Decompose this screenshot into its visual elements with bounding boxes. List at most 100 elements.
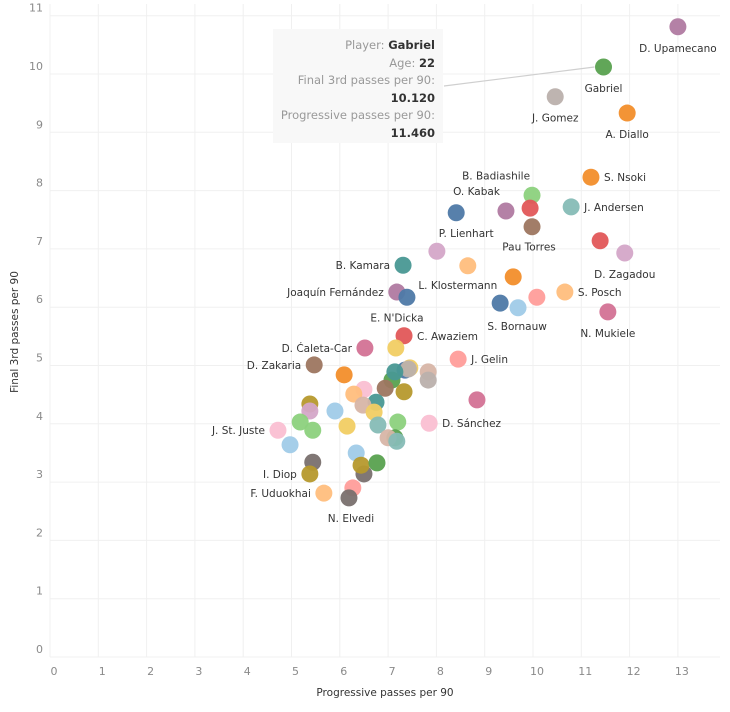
data-point-a-diallo[interactable] — [618, 104, 636, 122]
data-point-s-nsoki[interactable] — [582, 168, 600, 186]
y-tick-label: 11 — [29, 2, 43, 15]
y-tick-label: 2 — [36, 526, 43, 539]
y-axis-title: Final 3rd passes per 90 — [9, 271, 21, 393]
x-tick-label: 12 — [627, 665, 641, 678]
data-point[interactable] — [509, 299, 527, 317]
data-point[interactable] — [338, 417, 356, 435]
data-point-s-posch[interactable] — [556, 283, 574, 301]
point-label: N. Elvedi — [328, 513, 374, 525]
y-tick-label: 8 — [36, 177, 43, 190]
point-label: D. Zakaria — [247, 360, 301, 372]
data-point[interactable] — [428, 242, 446, 260]
x-tick-label: 4 — [244, 665, 251, 678]
point-label: D. Upamecano — [639, 43, 717, 55]
y-tick-label: 0 — [36, 643, 43, 656]
data-point[interactable] — [304, 421, 322, 439]
data-point[interactable] — [419, 371, 437, 389]
tooltip-label: Progressive passes per 90: — [280, 108, 435, 122]
data-points — [269, 18, 687, 507]
x-tick-label: 10 — [530, 665, 544, 678]
data-point[interactable] — [301, 402, 319, 420]
y-tick-label: 1 — [36, 585, 43, 598]
data-point-i-diop[interactable] — [301, 465, 319, 483]
data-point-pau-torres[interactable] — [523, 218, 541, 236]
data-point-l-klostermann[interactable] — [459, 257, 477, 275]
x-tick-label: 1 — [99, 665, 106, 678]
y-axis-ticks: 0 1 2 3 4 5 6 7 8 9 10 11 — [29, 2, 43, 656]
y-tick-label: 3 — [36, 468, 43, 481]
data-point-j-gomez[interactable] — [546, 88, 564, 106]
data-point[interactable] — [387, 339, 405, 357]
tooltip-connector-line — [443, 66, 595, 87]
data-point-f-uduokhai[interactable] — [315, 484, 333, 502]
data-point[interactable] — [521, 199, 539, 217]
point-label: Pau Torres — [502, 242, 556, 254]
data-point[interactable] — [395, 383, 413, 401]
data-point-c-awaziem[interactable] — [395, 327, 413, 345]
data-point-n-mukiele[interactable] — [599, 303, 617, 321]
data-point-e-n-dicka[interactable] — [398, 288, 416, 306]
data-point[interactable] — [386, 363, 404, 381]
data-point-gabriel[interactable] — [595, 58, 613, 76]
data-point-b-badiashile[interactable] — [523, 186, 541, 204]
point-label: S. Posch — [578, 287, 622, 299]
data-point[interactable] — [352, 456, 370, 474]
y-tick-label: 10 — [29, 60, 43, 73]
point-label: S. Nsoki — [604, 172, 646, 184]
data-point-d-aleta-car[interactable] — [356, 339, 374, 357]
point-labels: D. Upamecano Gabriel J. Gomez A. Diallo S. N… — [211, 43, 717, 525]
point-label: N. Mukiele — [580, 328, 635, 340]
point-label: J. Gomez — [531, 113, 579, 125]
data-point-j-gelin[interactable] — [449, 350, 467, 368]
x-axis-title: Progressive passes per 90 — [316, 687, 453, 699]
data-point[interactable] — [388, 432, 406, 450]
tooltip-row-progressive: Progressive passes per 90: — [273, 107, 435, 125]
data-point-j-andersen[interactable] — [562, 198, 580, 216]
data-point[interactable] — [468, 391, 486, 409]
tooltip-value: 22 — [418, 55, 435, 70]
tooltip-value-row: 10.120 — [273, 90, 435, 108]
data-point[interactable] — [389, 413, 407, 431]
data-point-o-kabak[interactable] — [497, 202, 515, 220]
x-tick-label: 8 — [437, 665, 444, 678]
x-tick-label: 3 — [195, 665, 202, 678]
data-point-d-s-nchez[interactable] — [420, 414, 438, 432]
data-point-b-kamara[interactable] — [394, 256, 412, 274]
data-point-d-zagadou[interactable] — [616, 244, 634, 262]
y-tick-label: 4 — [36, 410, 43, 423]
data-point[interactable] — [326, 402, 344, 420]
point-label: L. Klostermann — [418, 280, 497, 292]
data-point[interactable] — [291, 413, 309, 431]
data-point-n-elvedi[interactable] — [340, 489, 358, 507]
x-axis-ticks: 0 1 2 3 4 5 6 7 8 9 10 11 12 13 — [51, 665, 689, 678]
data-point[interactable] — [376, 379, 394, 397]
point-label: D. Sánchez — [442, 418, 501, 430]
tooltip-value: 11.460 — [390, 125, 435, 140]
data-point[interactable] — [368, 454, 386, 472]
data-point[interactable] — [365, 403, 383, 421]
data-point[interactable] — [591, 232, 609, 250]
data-point-d-zakaria[interactable] — [305, 356, 323, 374]
point-label: Joaquín Fernández — [286, 287, 384, 299]
data-point[interactable] — [281, 436, 299, 454]
data-point[interactable] — [399, 360, 417, 378]
data-point[interactable] — [335, 366, 353, 384]
y-tick-label: 7 — [36, 235, 43, 248]
tooltip-label: Final 3rd passes per 90: — [297, 73, 435, 87]
point-label: D. Zagadou — [594, 269, 655, 281]
data-point[interactable] — [528, 288, 546, 306]
x-tick-label: 2 — [147, 665, 154, 678]
data-point[interactable] — [504, 268, 522, 286]
data-point-p-lienhart[interactable] — [447, 204, 465, 222]
data-point-s-bornauw[interactable] — [491, 294, 509, 312]
data-point-j-st-juste[interactable] — [269, 421, 287, 439]
tooltip-label: Player: — [345, 38, 385, 52]
point-label: B. Badiashile — [462, 170, 530, 182]
data-point[interactable] — [369, 416, 387, 434]
point-label: D. Ćaleta-Car — [282, 342, 353, 355]
x-tick-label: 6 — [340, 665, 347, 678]
point-label: B. Kamara — [336, 260, 390, 272]
y-tick-label: 9 — [36, 118, 43, 131]
point-label: I. Diop — [263, 469, 297, 481]
data-point-d-upamecano[interactable] — [669, 18, 687, 36]
